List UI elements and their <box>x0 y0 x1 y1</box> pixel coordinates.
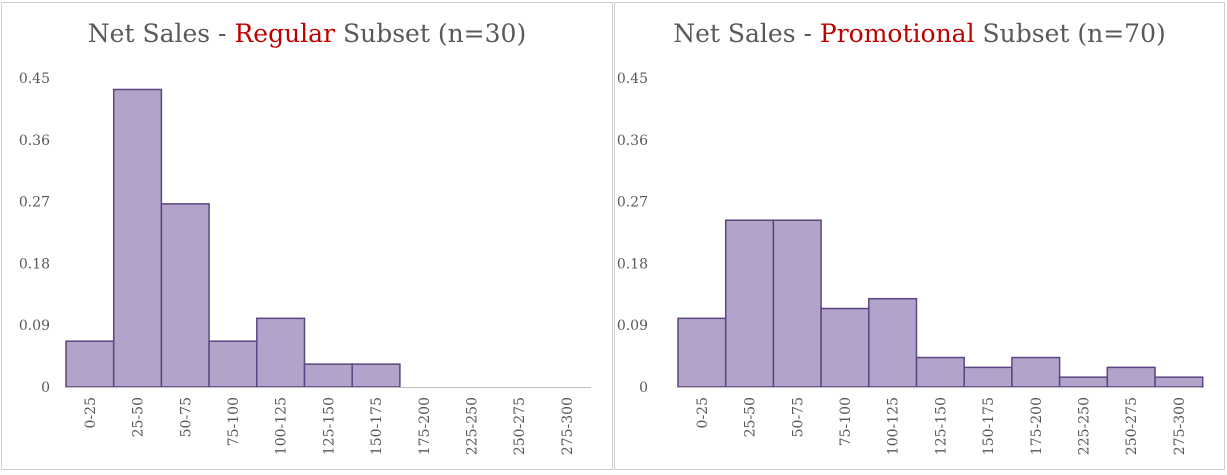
x-category-label: 25-50 <box>743 397 759 437</box>
y-tick-label: 0.36 <box>617 133 648 149</box>
x-category-label: 75-100 <box>838 397 854 446</box>
y-tick-label: 0.45 <box>19 71 50 87</box>
y-tick-label: 0.36 <box>19 133 50 149</box>
histogram-bar <box>256 317 306 388</box>
histogram-bar <box>1058 376 1109 388</box>
x-category-label: 175-200 <box>1029 397 1045 455</box>
x-category-label: 100-125 <box>886 397 902 455</box>
x-category-label: 50-75 <box>178 397 194 437</box>
histogram-bar <box>160 203 210 388</box>
x-category-label: 150-175 <box>369 397 385 455</box>
histogram-bar <box>677 317 727 388</box>
histogram-bar <box>112 88 163 388</box>
histogram-bar <box>724 219 775 388</box>
histogram-bar <box>915 356 965 388</box>
y-tick-label: 0.18 <box>617 256 648 272</box>
histogram-bar <box>772 219 822 388</box>
y-tick-label: 0 <box>41 380 50 396</box>
histogram-bar <box>963 366 1013 388</box>
x-category-label: 275-300 <box>560 397 576 455</box>
histogram-bar <box>820 307 870 388</box>
histogram-bar <box>1011 356 1061 388</box>
x-category-label: 175-200 <box>417 397 433 455</box>
histogram-bar <box>208 340 258 388</box>
y-tick-label: 0.27 <box>617 195 648 211</box>
histogram-bar <box>351 363 401 388</box>
histogram-bar <box>65 340 115 388</box>
chart-title: Net Sales - Promotional Subset (n=70) <box>615 19 1224 48</box>
title-prefix: Net Sales - <box>87 19 235 48</box>
title-suffix: Subset (n=30) <box>335 19 527 48</box>
x-category-label: 25-50 <box>131 397 147 437</box>
y-tick-label: 0.45 <box>617 71 648 87</box>
x-category-label: 225-250 <box>1076 397 1092 455</box>
x-category-label: 150-175 <box>981 397 997 455</box>
x-category-label: 0-25 <box>695 397 711 428</box>
x-category-label: 225-250 <box>464 397 480 455</box>
x-category-label: 125-150 <box>933 397 949 455</box>
x-category-label: 250-275 <box>1124 397 1140 455</box>
chart-title: Net Sales - Regular Subset (n=30) <box>2 19 612 48</box>
x-category-label: 125-150 <box>321 397 337 455</box>
x-category-label: 100-125 <box>274 397 290 455</box>
histogram-plot: 0 0.09 0.18 0.27 0.36 0.45 0-25 25-50 50-75 75-10… <box>19 71 591 455</box>
title-suffix: Subset (n=70) <box>974 19 1166 48</box>
histogram-bar <box>1154 376 1204 388</box>
title-highlight: Promotional <box>819 19 975 48</box>
histogram-bar <box>1106 366 1156 388</box>
y-tick-label: 0.27 <box>19 195 50 211</box>
x-category-label: 75-100 <box>226 397 242 446</box>
x-category-label: 275-300 <box>1172 397 1188 455</box>
title-prefix: Net Sales - <box>673 19 820 48</box>
chart-regular-subset: Net Sales - Regular Subset (n=30) 0 0.09 0… <box>1 2 613 470</box>
title-highlight: Regular <box>234 19 336 48</box>
histogram-bar <box>303 363 353 388</box>
y-tick-label: 0.18 <box>19 256 50 272</box>
y-tick-label: 0.09 <box>19 318 50 334</box>
histogram-bar <box>868 297 918 388</box>
x-category-label: 50-75 <box>790 397 806 437</box>
histogram-plot: 0 0.09 0.18 0.27 0.36 0.45 0-25 25-50 50-75 75-10… <box>617 71 1204 455</box>
y-tick-label: 0 <box>639 380 648 396</box>
y-tick-label: 0.09 <box>617 318 648 334</box>
x-category-label: 0-25 <box>83 397 99 428</box>
x-category-label: 250-275 <box>512 397 528 455</box>
